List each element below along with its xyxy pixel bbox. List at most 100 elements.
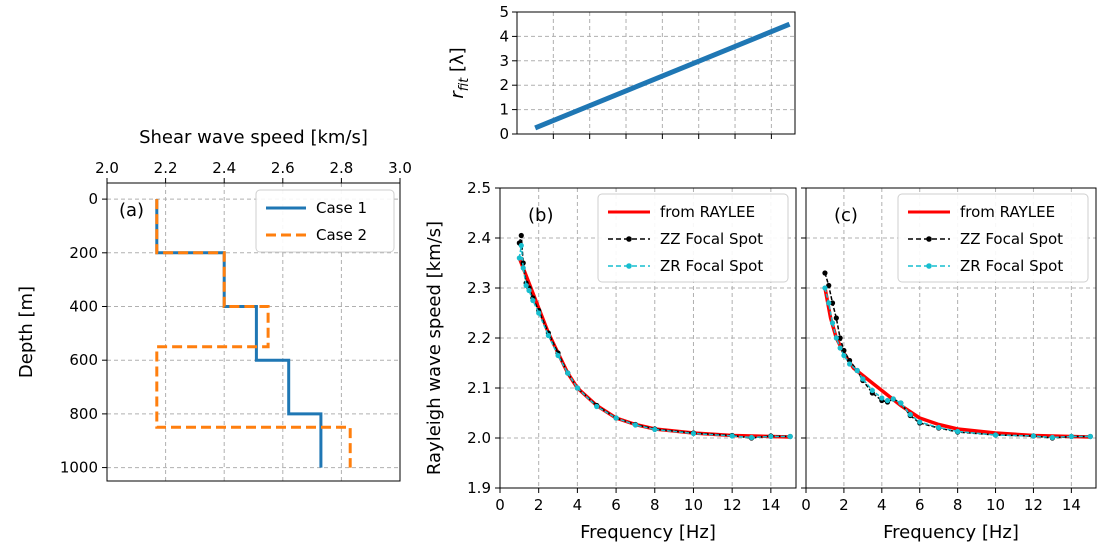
b-series-2-point-5 (530, 297, 536, 304)
b-series-2-point-16 (729, 433, 735, 439)
c-series-1-point-0 (822, 270, 828, 276)
top-frame (516, 11, 796, 135)
panel-b-dispersion: 0 2 4 6 8 10 12 14 1.9 2.0 2.1 2.2 2.3 2.4 2.5 from RAY… (424, 179, 797, 543)
b-ytick-label-6: 2.5 (467, 179, 491, 197)
c-series-2-point-5 (841, 352, 847, 359)
top-ytick-label-1: 1 (499, 101, 509, 119)
b-ytick-label-1: 2.0 (467, 429, 491, 447)
c-series-1-point-2 (829, 300, 836, 306)
b-series-2-point-6 (536, 310, 542, 316)
top-ylabel-sub: fit (457, 77, 472, 91)
b-series-2-point-15 (690, 430, 697, 437)
a-ytick-label-2: 400 (69, 297, 98, 315)
b-series-2-point-7 (545, 332, 551, 339)
c-series-2-point-1 (826, 300, 832, 306)
a-xtick-label-3: 2.6 (271, 159, 295, 177)
c-series-2-point-9 (869, 387, 875, 394)
top-ylabel-unit: [λ] (447, 47, 468, 77)
panel-rfit: 0 1 2 3 4 5 rfit [λ] (447, 3, 796, 143)
c-series-2-point-15 (917, 419, 923, 425)
a-ytick-label-1: 200 (69, 244, 98, 262)
top-ytick-label-5: 5 (499, 3, 509, 21)
b-ylabel: Rayleigh wave speed [km/s] (424, 221, 445, 475)
b-series-2-point-10 (574, 385, 580, 391)
a-xlabel: Shear wave speed [km/s] (139, 127, 368, 148)
c-legend-marker-1 (926, 236, 932, 242)
panel-c-dispersion: 0 2 4 6 8 10 12 14 from RAYLEE ZZ Focal Spot ZR Fo… (801, 187, 1097, 543)
top-series-0-line (534, 21, 791, 131)
b-series-2-point-3 (523, 282, 529, 289)
b-legend-box (597, 193, 789, 283)
c-series-2-point-19 (1030, 433, 1037, 439)
c-series-2-point-12 (890, 396, 896, 402)
b-frame (499, 187, 797, 489)
a-ytick-label-4: 800 (69, 405, 98, 423)
b-series-2-point-8 (555, 352, 561, 359)
b-panel-label: (b) (528, 205, 553, 226)
c-frame (805, 187, 1097, 489)
a-panel-label: (a) (119, 200, 144, 221)
c-series-2-point-0 (822, 285, 828, 291)
b-xtick-label-2: 4 (573, 496, 583, 514)
a-xtick-label-5: 3.0 (388, 159, 412, 177)
a-xtick-label-2: 2.4 (212, 159, 236, 177)
b-ytick-label-0: 1.9 (467, 479, 491, 497)
b-xtick-label-4: 8 (650, 496, 660, 514)
c-xtick-label-4: 8 (953, 496, 963, 514)
b-series-2-line (518, 245, 791, 439)
c-series-2-point-7 (854, 367, 860, 374)
c-series-2-point-13 (898, 400, 904, 406)
c-series-2-point-17 (955, 428, 961, 435)
b-ytick-label-3: 2.2 (467, 329, 491, 347)
a-legend-label-1: Case 2 (316, 226, 367, 244)
c-panel-label: (c) (834, 205, 858, 226)
top-ylabel: rfit [λ] (447, 47, 472, 98)
a-ytick-label-0: 0 (88, 190, 98, 208)
b-legend-label-2: ZR Focal Spot (660, 257, 763, 275)
c-legend-box (897, 193, 1089, 283)
c-series-2-point-14 (907, 411, 913, 418)
b-xlabel: Frequency [Hz] (580, 522, 716, 543)
b-series-1-point-1 (518, 232, 524, 239)
a-ylabel: Depth [m] (16, 286, 37, 378)
b-series-2-point-14 (652, 426, 658, 433)
c-series-2-point-16 (936, 424, 942, 431)
b-series-2-point-13 (632, 422, 639, 428)
b-legend-marker-1 (626, 236, 632, 242)
b-series-2-point-2 (520, 265, 526, 271)
top-ytick-label-0: 0 (499, 125, 509, 143)
c-series-2-point-3 (833, 335, 839, 341)
c-series-1-point-3 (833, 315, 839, 321)
a-xtick-label-1: 2.2 (154, 159, 178, 177)
b-xtick-label-7: 14 (761, 496, 780, 514)
c-xtick-label-3: 6 (915, 496, 925, 514)
c-series-2-point-20 (1049, 434, 1056, 441)
b-series-2-point-18 (768, 433, 774, 440)
a-ytick-label-3: 600 (69, 351, 98, 369)
b-series-2-point-11 (594, 403, 600, 410)
panel-a-velocity-profile: 2.0 2.2 2.4 2.6 2.8 3.0 0 200 400 600 800 1000 Case … (16, 127, 412, 482)
a-series-1-line (155, 199, 352, 468)
a-frame (106, 182, 401, 482)
c-series-2-point-8 (860, 376, 866, 382)
b-series-2-point-17 (748, 434, 755, 441)
c-xtick-label-2: 4 (877, 496, 887, 514)
b-series-0-line (517, 257, 791, 439)
b-series-2-point-4 (526, 287, 532, 294)
c-xtick-label-5: 10 (986, 496, 1005, 514)
b-xtick-label-6: 12 (723, 496, 742, 514)
c-series-2-point-4 (837, 345, 843, 351)
b-legend-label-1: ZZ Focal Spot (660, 230, 763, 248)
top-ytick-label-2: 2 (499, 76, 509, 94)
b-xtick-label-1: 2 (534, 496, 544, 514)
c-legend-marker-2 (926, 263, 932, 269)
c-series-2-point-18 (992, 432, 999, 438)
b-xtick-label-3: 6 (611, 496, 621, 514)
top-ylabel-main: r (447, 90, 468, 99)
top-ytick-label-3: 3 (499, 52, 509, 70)
c-legend-label-2: ZR Focal Spot (960, 257, 1063, 275)
b-ytick-label-2: 2.1 (467, 379, 491, 397)
c-series-1-point-4 (837, 335, 843, 341)
c-series-2-point-10 (879, 395, 885, 401)
